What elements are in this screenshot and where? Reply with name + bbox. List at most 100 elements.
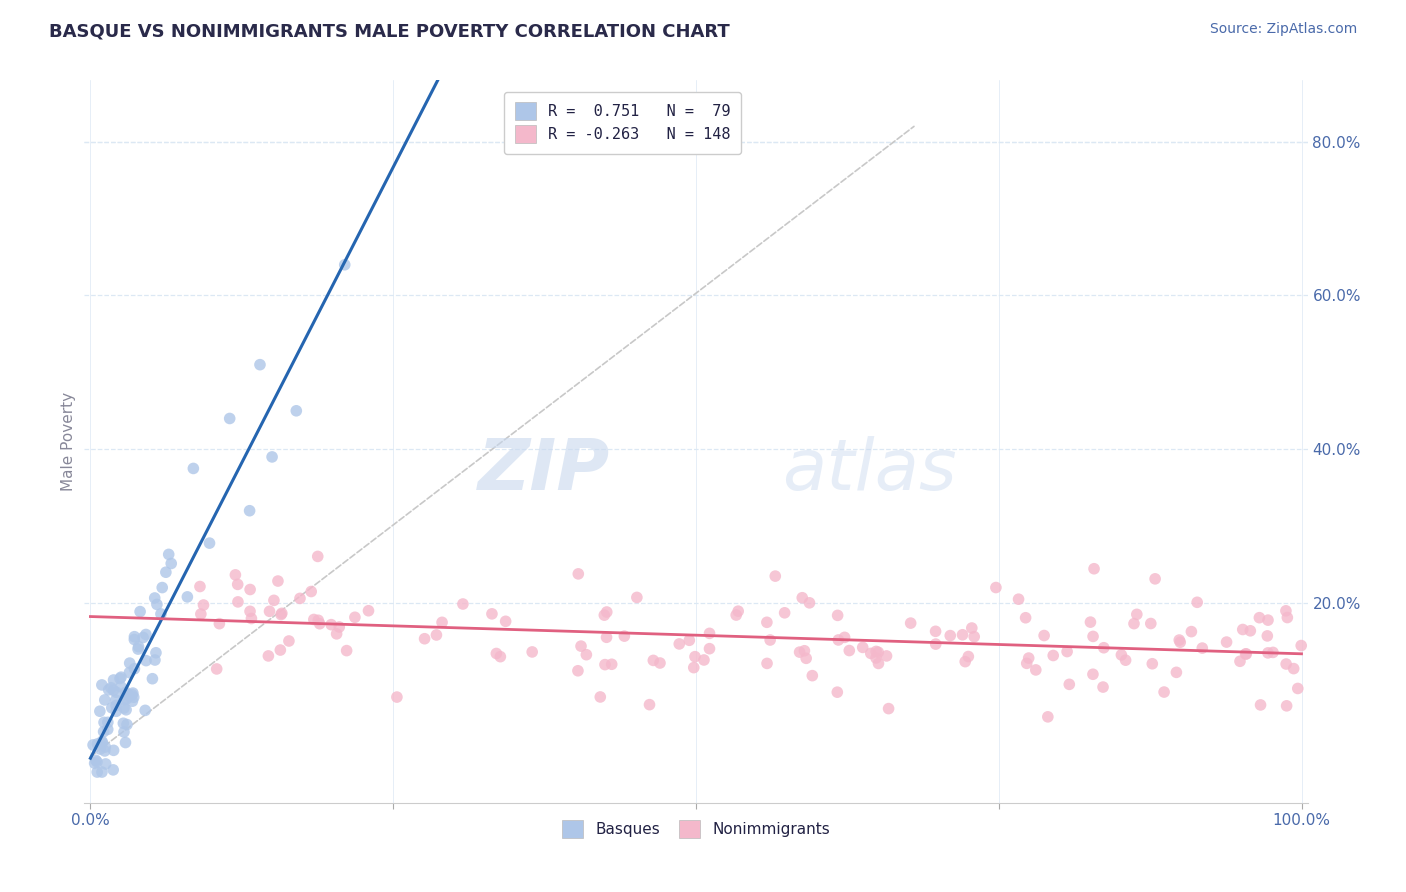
- Point: [307, 613, 329, 627]
- Point: [150, 581, 173, 595]
- Point: [127, 642, 149, 657]
- Point: [128, 640, 150, 654]
- Point: [1286, 681, 1309, 696]
- Point: [1033, 628, 1056, 642]
- Point: [321, 617, 343, 632]
- Point: [149, 607, 172, 621]
- Point: [1256, 629, 1278, 643]
- Point: [1142, 657, 1164, 671]
- Point: [115, 717, 138, 731]
- Point: [141, 672, 163, 686]
- Point: [952, 628, 974, 642]
- Point: [495, 615, 517, 629]
- Point: [683, 649, 706, 664]
- Point: [135, 654, 157, 668]
- Point: [1083, 562, 1105, 576]
- Point: [188, 580, 211, 594]
- Point: [868, 657, 890, 671]
- Point: [112, 716, 135, 731]
- Text: Source: ZipAtlas.com: Source: ZipAtlas.com: [1209, 22, 1357, 37]
- Point: [104, 693, 127, 707]
- Point: [567, 566, 589, 581]
- Point: [143, 653, 166, 667]
- Point: [100, 681, 122, 695]
- Point: [1168, 633, 1191, 648]
- Point: [1126, 607, 1149, 622]
- Point: [270, 607, 292, 622]
- Point: [827, 632, 849, 647]
- Point: [135, 627, 157, 641]
- Point: [1115, 653, 1137, 667]
- Point: [262, 450, 284, 464]
- Point: [1018, 651, 1040, 665]
- Y-axis label: Male Poverty: Male Poverty: [60, 392, 76, 491]
- Point: [118, 665, 141, 680]
- Point: [129, 605, 152, 619]
- Point: [91, 736, 114, 750]
- Point: [110, 670, 132, 684]
- Point: [668, 637, 690, 651]
- Point: [121, 694, 143, 708]
- Point: [984, 581, 1007, 595]
- Point: [1092, 640, 1115, 655]
- Point: [146, 598, 169, 612]
- Point: [1081, 629, 1104, 643]
- Point: [1234, 647, 1257, 661]
- Point: [118, 656, 141, 670]
- Point: [91, 734, 114, 748]
- Point: [1215, 635, 1237, 649]
- Point: [288, 591, 311, 606]
- Point: [1168, 635, 1191, 649]
- Point: [155, 566, 177, 580]
- Point: [263, 593, 285, 607]
- Point: [489, 649, 512, 664]
- Point: [105, 704, 128, 718]
- Point: [84, 753, 107, 767]
- Point: [122, 690, 145, 705]
- Point: [827, 685, 849, 699]
- Point: [145, 646, 167, 660]
- Point: [94, 739, 117, 754]
- Point: [325, 627, 347, 641]
- Point: [593, 657, 616, 672]
- Point: [205, 662, 228, 676]
- Point: [1277, 610, 1299, 624]
- Point: [763, 569, 786, 583]
- Point: [773, 606, 796, 620]
- Point: [285, 404, 308, 418]
- Point: [960, 621, 983, 635]
- Text: atlas: atlas: [782, 436, 956, 505]
- Text: BASQUE VS NONIMMIGRANTS MALE POVERTY CORRELATION CHART: BASQUE VS NONIMMIGRANTS MALE POVERTY COR…: [49, 22, 730, 40]
- Point: [94, 693, 117, 707]
- Point: [110, 680, 132, 694]
- Point: [108, 672, 131, 686]
- Point: [1234, 647, 1257, 661]
- Point: [226, 595, 249, 609]
- Point: [82, 738, 104, 752]
- Legend: Basques, Nonimmigrants: Basques, Nonimmigrants: [554, 813, 838, 846]
- Point: [801, 668, 824, 682]
- Point: [957, 649, 980, 664]
- Point: [1123, 616, 1146, 631]
- Point: [939, 629, 962, 643]
- Point: [93, 715, 115, 730]
- Point: [259, 604, 281, 618]
- Point: [249, 358, 271, 372]
- Point: [183, 461, 205, 475]
- Point: [589, 690, 612, 704]
- Point: [1015, 657, 1038, 671]
- Point: [575, 648, 598, 662]
- Point: [638, 698, 661, 712]
- Point: [239, 582, 262, 597]
- Point: [101, 700, 124, 714]
- Point: [385, 690, 408, 704]
- Point: [97, 682, 120, 697]
- Point: [239, 604, 262, 618]
- Point: [89, 704, 111, 718]
- Point: [1289, 639, 1312, 653]
- Point: [308, 616, 330, 631]
- Point: [86, 737, 108, 751]
- Point: [124, 632, 146, 647]
- Point: [160, 557, 183, 571]
- Point: [112, 725, 135, 739]
